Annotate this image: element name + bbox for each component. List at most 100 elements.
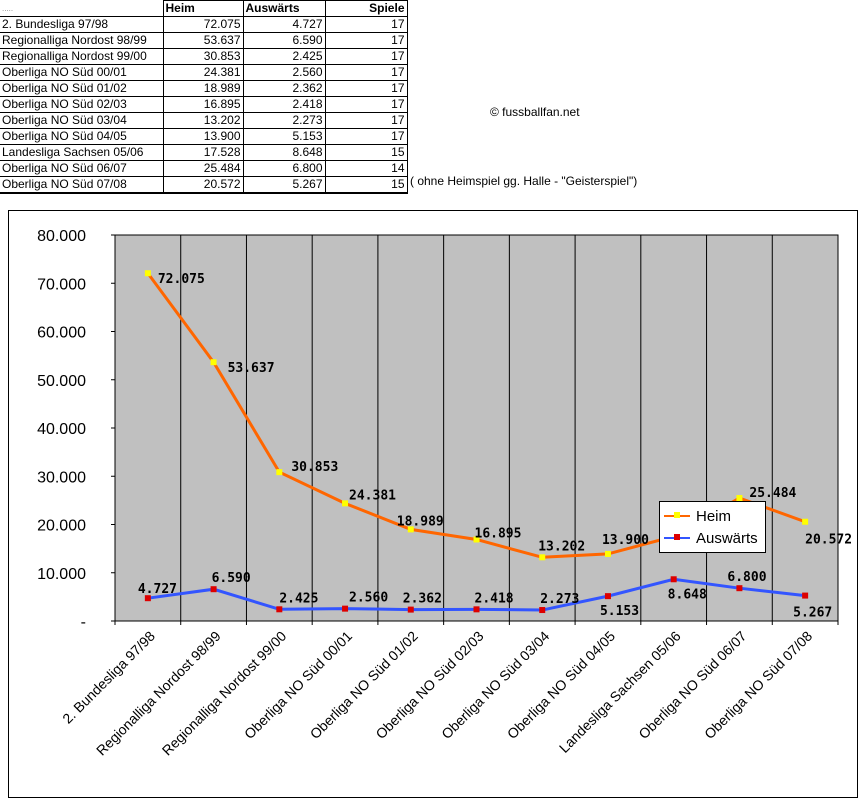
season-cell: Oberliga NO Süd 07/08 [0, 176, 164, 194]
data-table: ..... Heim Auswärts Spiele 2. Bundesliga… [0, 0, 408, 194]
header-cell-auswaerts: Auswärts [242, 0, 326, 17]
heim-cell: 25.484 [162, 160, 244, 177]
ghost-game-note: ( ohne Heimspiel gg. Halle - "Geisterspi… [410, 174, 638, 188]
spiele-cell: 17 [324, 16, 408, 33]
legend-label-heim: Heim [696, 507, 732, 525]
season-cell: Landesliga Sachsen 05/06 [0, 144, 164, 161]
table-row: Oberliga NO Süd 03/04 13.202 2.273 17 [0, 112, 408, 129]
data-label: 8.648 [668, 587, 707, 602]
spiele-cell: 14 [324, 160, 408, 177]
heim-cell: 18.989 [162, 80, 244, 97]
auswaerts-cell: 8.648 [242, 144, 326, 161]
data-label: 16.895 [475, 526, 522, 541]
season-cell: Oberliga NO Süd 06/07 [0, 160, 164, 177]
y-tick-label: 70.000 [37, 276, 86, 293]
data-point [473, 606, 480, 613]
spiele-cell: 17 [324, 80, 408, 97]
x-tick-label: Oberliga NO Süd 06/07 [635, 628, 749, 742]
chart-area: - 10.000 20.000 30.000 40.000 50.000 60.000 70.… [8, 210, 858, 798]
data-label: 24.381 [349, 488, 396, 503]
data-label: 5.153 [600, 604, 639, 619]
data-label: 2.560 [349, 591, 388, 606]
plot-background [115, 235, 838, 621]
auswaerts-cell: 2.362 [242, 80, 326, 97]
x-tick-label: Oberliga NO Süd 01/02 [307, 628, 421, 742]
header-cell-spiele: Spiele [324, 0, 408, 17]
header-cell-corner: ..... [0, 0, 164, 17]
x-tick-label: Landesliga Sachsen 05/06 [556, 628, 684, 756]
data-point [539, 554, 546, 561]
heim-cell: 13.202 [162, 112, 244, 129]
heim-cell: 72.075 [162, 16, 244, 33]
spiele-cell: 17 [324, 128, 408, 145]
spiele-cell: 15 [324, 144, 408, 161]
auswaerts-cell: 5.153 [242, 128, 326, 145]
data-point [539, 607, 546, 614]
data-point [144, 270, 151, 277]
heim-cell: 16.895 [162, 96, 244, 113]
y-tick-label: 40.000 [37, 421, 86, 438]
spiele-cell: 17 [324, 96, 408, 113]
data-point [210, 359, 217, 366]
line-chart: - 10.000 20.000 30.000 40.000 50.000 60.000 70.… [37, 228, 852, 759]
heim-cell: 30.853 [162, 48, 244, 65]
legend-swatch-auswaerts [664, 534, 690, 540]
season-cell: Regionalliga Nordost 98/99 [0, 32, 164, 49]
data-label: 30.853 [291, 460, 338, 475]
table-row: 2. Bundesliga 97/98 72.075 4.727 17 [0, 16, 408, 33]
legend-swatch-heim [664, 512, 690, 518]
auswaerts-cell: 2.425 [242, 48, 326, 65]
data-label: 20.572 [805, 533, 852, 548]
y-tick-label: 80.000 [37, 228, 86, 245]
heim-cell: 24.381 [162, 64, 244, 81]
x-tick-label: Oberliga NO Süd 03/04 [438, 628, 552, 742]
x-tick-label: Oberliga NO Süd 04/05 [504, 628, 618, 742]
table-row: Landesliga Sachsen 05/06 17.528 8.648 15 [0, 144, 408, 161]
x-tick-label: Regionalliga Nordost 98/99 [93, 628, 224, 759]
spiele-cell: 17 [324, 32, 408, 49]
y-tick-label: - [81, 614, 86, 631]
season-cell: Regionalliga Nordost 99/00 [0, 48, 164, 65]
table-header-row: ..... Heim Auswärts Spiele [0, 0, 408, 17]
data-point [407, 526, 414, 533]
y-tick-label: 30.000 [37, 469, 86, 486]
data-label: 18.989 [397, 514, 444, 529]
table-row: Oberliga NO Süd 02/03 16.895 2.418 17 [0, 96, 408, 113]
data-point [802, 518, 809, 525]
heim-cell: 17.528 [162, 144, 244, 161]
auswaerts-cell: 6.800 [242, 160, 326, 177]
data-label: 6.590 [212, 571, 251, 586]
legend-item-heim: Heim [664, 506, 731, 526]
table-row: Oberliga NO Süd 06/07 25.484 6.800 14 [0, 160, 408, 177]
data-label: 4.727 [138, 582, 177, 597]
data-point [342, 500, 349, 507]
heim-cell: 13.900 [162, 128, 244, 145]
y-tick-label: 50.000 [37, 373, 86, 390]
legend-item-auswaerts: Auswärts [664, 528, 758, 548]
spiele-cell: 15 [324, 176, 408, 194]
heim-cell: 53.637 [162, 32, 244, 49]
x-tick-label: Regionalliga Nordost 99/00 [159, 628, 290, 759]
data-point [670, 576, 677, 583]
data-point [802, 592, 809, 599]
data-label: 2.418 [475, 591, 514, 606]
table-body: 2. Bundesliga 97/98 72.075 4.727 17 Regional… [0, 16, 408, 194]
season-cell: Oberliga NO Süd 00/01 [0, 64, 164, 81]
copyright-note: © fussballfan.net [490, 105, 580, 119]
table-row: Regionalliga Nordost 99/00 30.853 2.425 17 [0, 48, 408, 65]
season-cell: Oberliga NO Süd 01/02 [0, 80, 164, 97]
data-point [342, 605, 349, 612]
data-label: 25.484 [749, 486, 796, 501]
data-label: 53.637 [228, 361, 275, 376]
spiele-cell: 17 [324, 112, 408, 129]
auswaerts-cell: 2.418 [242, 96, 326, 113]
data-label: 2.273 [540, 592, 579, 607]
data-point [276, 469, 283, 476]
table-row: Oberliga NO Süd 04/05 13.900 5.153 17 [0, 128, 408, 145]
data-point [276, 606, 283, 613]
header-cell-heim: Heim [162, 0, 244, 17]
spiele-cell: 17 [324, 48, 408, 65]
legend-label-auswaerts: Auswärts [696, 529, 758, 547]
data-point [473, 536, 480, 543]
season-cell: Oberliga NO Süd 04/05 [0, 128, 164, 145]
